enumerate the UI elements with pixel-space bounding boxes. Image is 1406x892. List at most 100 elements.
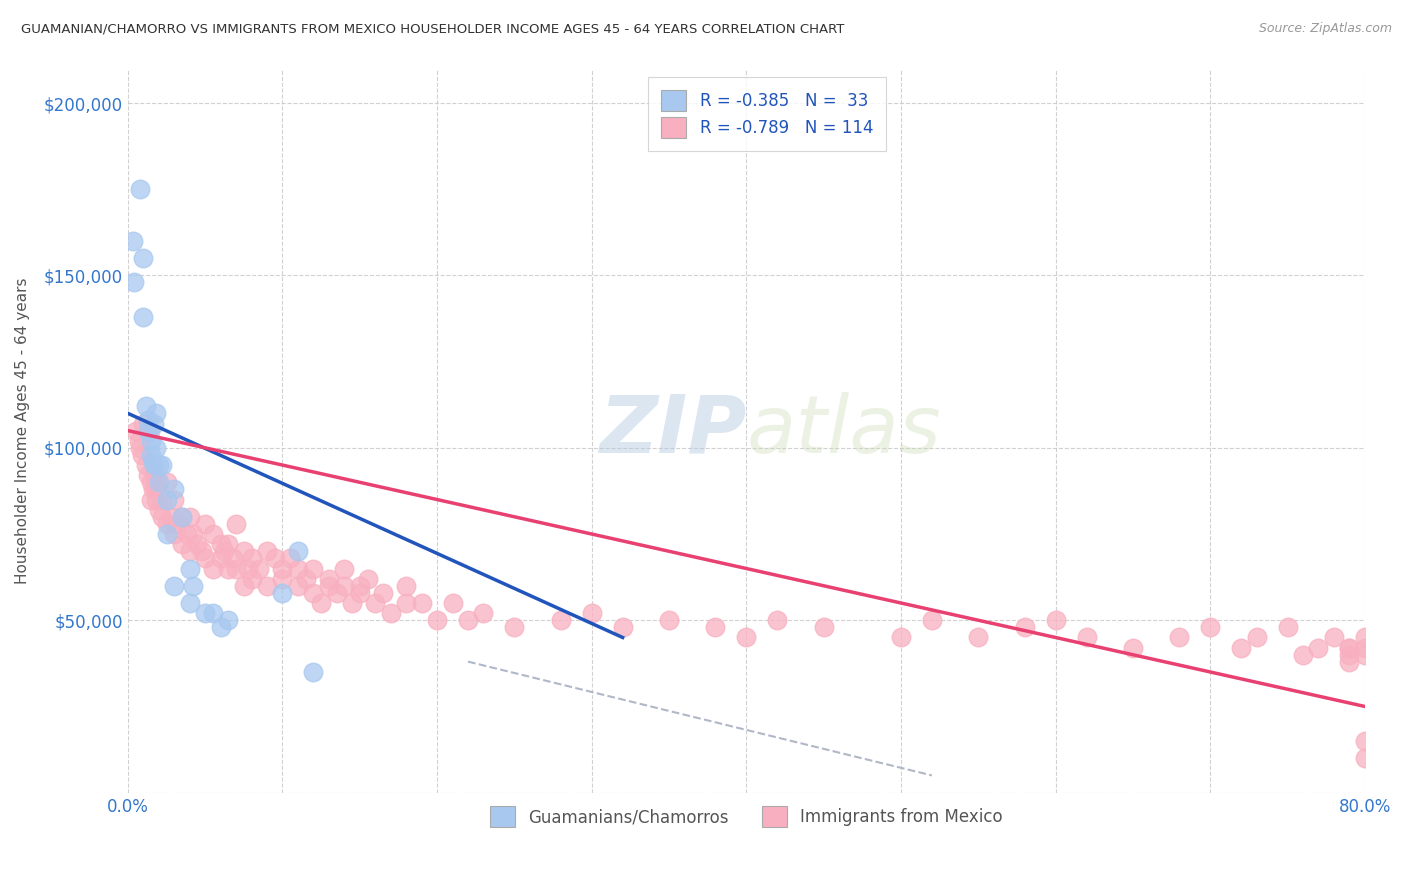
- Point: [143, 417, 166, 431]
- Point: [271, 585, 294, 599]
- Point: [294, 572, 316, 586]
- Point: [1354, 631, 1376, 645]
- Point: [813, 620, 835, 634]
- Point: [160, 509, 183, 524]
- Point: [176, 527, 198, 541]
- Point: [271, 561, 294, 575]
- Point: [136, 468, 159, 483]
- Point: [170, 537, 193, 551]
- Point: [735, 631, 758, 645]
- Point: [238, 561, 260, 575]
- Point: [145, 441, 167, 455]
- Point: [247, 561, 270, 575]
- Point: [131, 448, 153, 462]
- Point: [179, 596, 201, 610]
- Point: [1354, 640, 1376, 655]
- Point: [163, 492, 186, 507]
- Point: [333, 561, 356, 575]
- Point: [170, 509, 193, 524]
- Point: [302, 665, 325, 679]
- Point: [209, 620, 232, 634]
- Point: [1014, 620, 1036, 634]
- Point: [135, 400, 157, 414]
- Text: ZIP: ZIP: [599, 392, 747, 469]
- Point: [704, 620, 727, 634]
- Y-axis label: Householder Income Ages 45 - 64 years: Householder Income Ages 45 - 64 years: [15, 277, 30, 584]
- Point: [132, 417, 155, 431]
- Point: [581, 607, 603, 621]
- Point: [921, 613, 943, 627]
- Point: [148, 458, 170, 472]
- Point: [503, 620, 526, 634]
- Point: [256, 544, 278, 558]
- Point: [271, 572, 294, 586]
- Point: [201, 527, 224, 541]
- Text: Source: ZipAtlas.com: Source: ZipAtlas.com: [1258, 22, 1392, 36]
- Point: [163, 527, 186, 541]
- Point: [155, 492, 177, 507]
- Point: [132, 310, 155, 324]
- Point: [209, 551, 232, 566]
- Point: [136, 413, 159, 427]
- Point: [194, 516, 217, 531]
- Point: [222, 551, 245, 566]
- Point: [1354, 734, 1376, 748]
- Point: [139, 434, 162, 448]
- Point: [194, 607, 217, 621]
- Point: [371, 585, 394, 599]
- Point: [364, 596, 387, 610]
- Point: [302, 585, 325, 599]
- Point: [128, 434, 150, 448]
- Point: [457, 613, 479, 627]
- Point: [240, 551, 263, 566]
- Point: [1168, 631, 1191, 645]
- Point: [212, 544, 235, 558]
- Point: [201, 607, 224, 621]
- Point: [278, 551, 301, 566]
- Point: [890, 631, 912, 645]
- Point: [1246, 631, 1268, 645]
- Point: [1045, 613, 1067, 627]
- Point: [658, 613, 681, 627]
- Point: [217, 561, 239, 575]
- Point: [142, 455, 165, 469]
- Point: [1339, 640, 1361, 655]
- Point: [356, 572, 378, 586]
- Point: [441, 596, 464, 610]
- Point: [1339, 648, 1361, 662]
- Point: [135, 458, 157, 472]
- Point: [340, 596, 363, 610]
- Point: [325, 585, 347, 599]
- Point: [148, 503, 170, 517]
- Point: [1323, 631, 1346, 645]
- Point: [145, 406, 167, 420]
- Point: [349, 585, 371, 599]
- Point: [146, 475, 169, 490]
- Point: [179, 544, 201, 558]
- Point: [163, 482, 186, 496]
- Point: [318, 579, 340, 593]
- Point: [612, 620, 634, 634]
- Point: [426, 613, 449, 627]
- Point: [194, 551, 217, 566]
- Point: [256, 579, 278, 593]
- Point: [170, 509, 193, 524]
- Point: [155, 516, 177, 531]
- Point: [155, 475, 177, 490]
- Point: [287, 544, 309, 558]
- Point: [333, 579, 356, 593]
- Point: [166, 516, 188, 531]
- Point: [145, 482, 167, 496]
- Point: [287, 561, 309, 575]
- Point: [263, 551, 285, 566]
- Point: [121, 234, 143, 248]
- Point: [318, 572, 340, 586]
- Point: [148, 475, 170, 490]
- Point: [1354, 648, 1376, 662]
- Point: [150, 509, 173, 524]
- Point: [217, 537, 239, 551]
- Point: [225, 516, 247, 531]
- Point: [1339, 655, 1361, 669]
- Point: [302, 561, 325, 575]
- Point: [136, 424, 159, 438]
